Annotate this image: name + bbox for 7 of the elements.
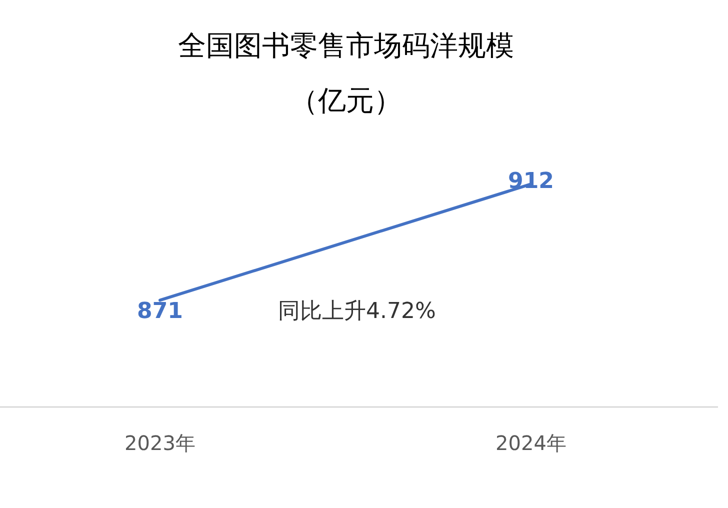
chart-title: 全国图书零售市场码洋规模 (178, 29, 514, 62)
data-label: 912 (508, 169, 554, 194)
x-tick-label: 2023年 (124, 431, 196, 455)
x-tick-label: 2024年 (496, 431, 566, 455)
annotation: 同比上升4.72% (278, 299, 436, 324)
data-label: 871 (137, 299, 183, 324)
chart-subtitle: （亿元） (290, 84, 402, 117)
